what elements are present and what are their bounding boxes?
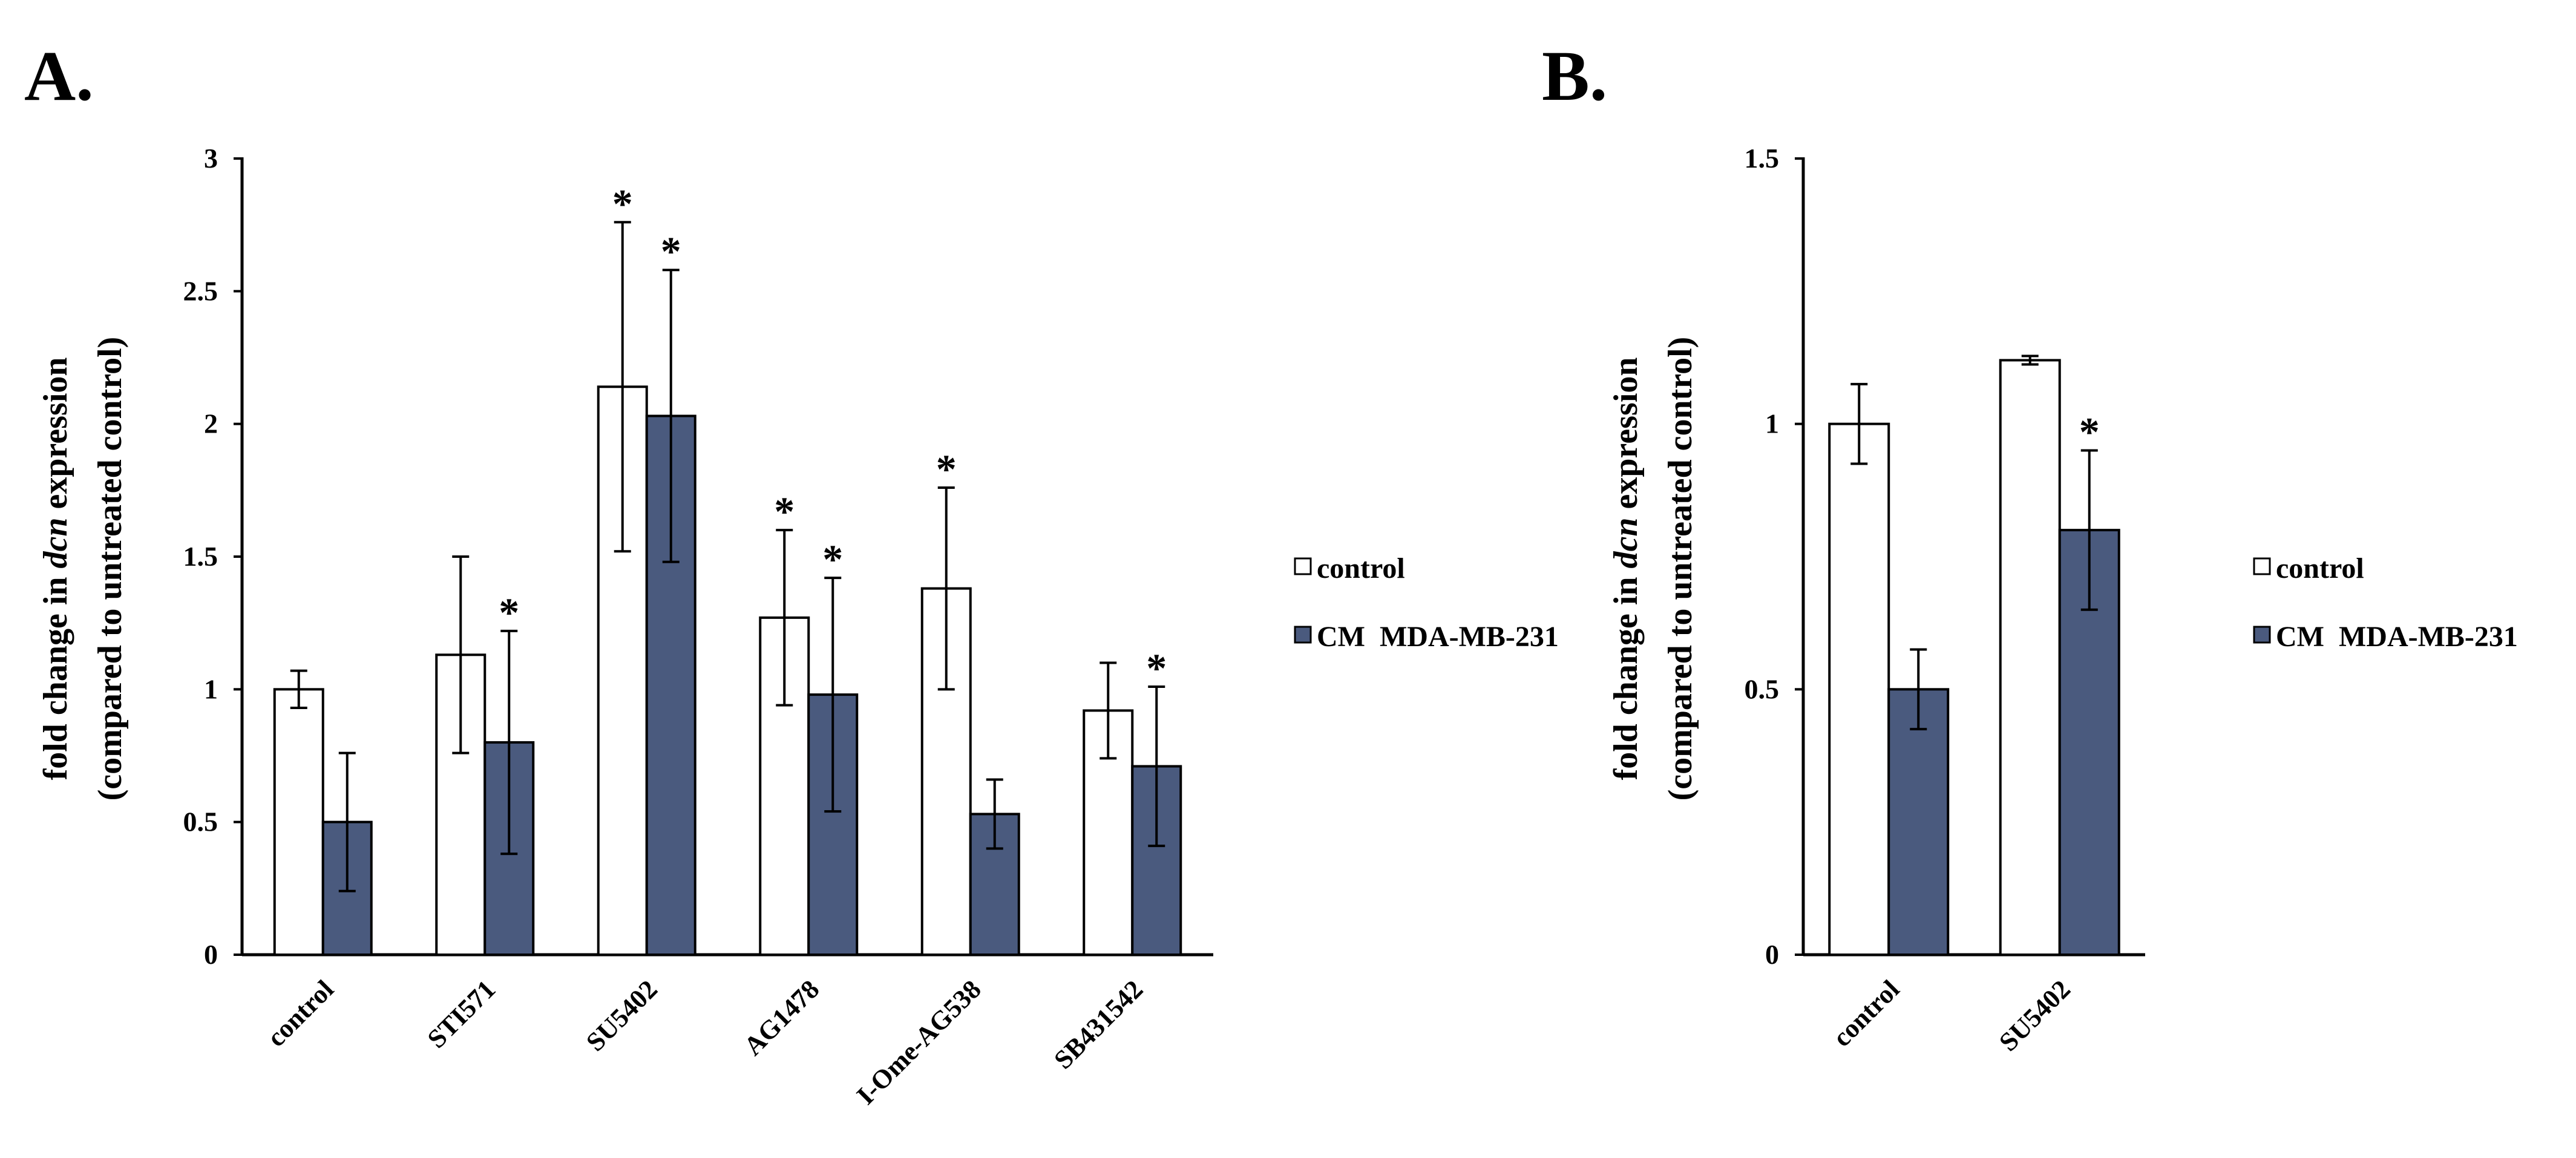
legend-swatch-cm-mda-mb-231 [2253,626,2271,644]
panel-b-label: B. [1542,36,1607,116]
bar-control [1999,359,2061,956]
y-tick-label: 3 [204,143,218,174]
significance-star: * [612,180,633,226]
bar-control [1828,422,1890,956]
chart-b: 0 0.5 1 1.5 fold change in dcn expression (co… [1607,143,2518,1057]
panel-a-label: A. [24,36,94,116]
y-tick-label: 1.5 [1745,143,1780,174]
x-category-label: SB431542 [1048,974,1149,1075]
y-tick-label: 1 [204,673,218,704]
y-tick-label: 0 [204,939,218,970]
significance-star: * [1146,645,1167,691]
significance-star: * [499,589,519,635]
x-category-label: control [1827,974,1905,1052]
x-category-label: SU5402 [1993,974,2076,1057]
significance-star: * [822,536,843,582]
legend-label-control: control [1317,552,1405,584]
chart-a: 0 0.5 1 1.5 2 2.5 3 fold change in dcn expressi… [37,143,1559,1110]
y-tick-label: 1 [1765,408,1779,439]
y-tick-label: 1.5 [183,541,218,572]
x-category-label: I-Ome-AG538 [851,974,987,1110]
legend-swatch-cm-mda-mb-231 [1294,626,1312,644]
x-category-label: SU5402 [580,974,663,1057]
y-tick-label: 2.5 [183,275,218,306]
y-axis-label-line2: (compared to untreated control) [1662,337,1699,801]
y-tick-label: 0.5 [1745,673,1780,704]
y-axis-label-line2: (compared to untreated control) [91,337,129,801]
bar-cm-mda-mb-231 [1887,688,1950,957]
y-axis-label: fold change in dcn expression [37,357,74,780]
y-tick-label: 0.5 [183,806,218,837]
legend-swatch-control [1294,557,1312,575]
significance-star: * [2079,409,2100,455]
legend-label-control: control [2276,552,2364,584]
y-axis-label: fold change in dcn expression [1607,357,1645,780]
legend-label-cm-mda-mb-231: CM MDA-MB-231 [2276,621,2518,653]
x-category-label: AG1478 [738,974,825,1061]
legend-swatch-control [2253,557,2271,575]
bar-control [273,688,324,957]
y-tick-label: 2 [204,408,218,439]
x-category-label: STI571 [422,974,501,1053]
y-tick-label: 0 [1765,939,1779,970]
significance-star: * [661,228,681,274]
significance-star: * [936,446,957,492]
x-category-label: control [261,974,339,1052]
legend-label-cm-mda-mb-231: CM MDA-MB-231 [1317,621,1559,653]
significance-star: * [774,488,795,534]
